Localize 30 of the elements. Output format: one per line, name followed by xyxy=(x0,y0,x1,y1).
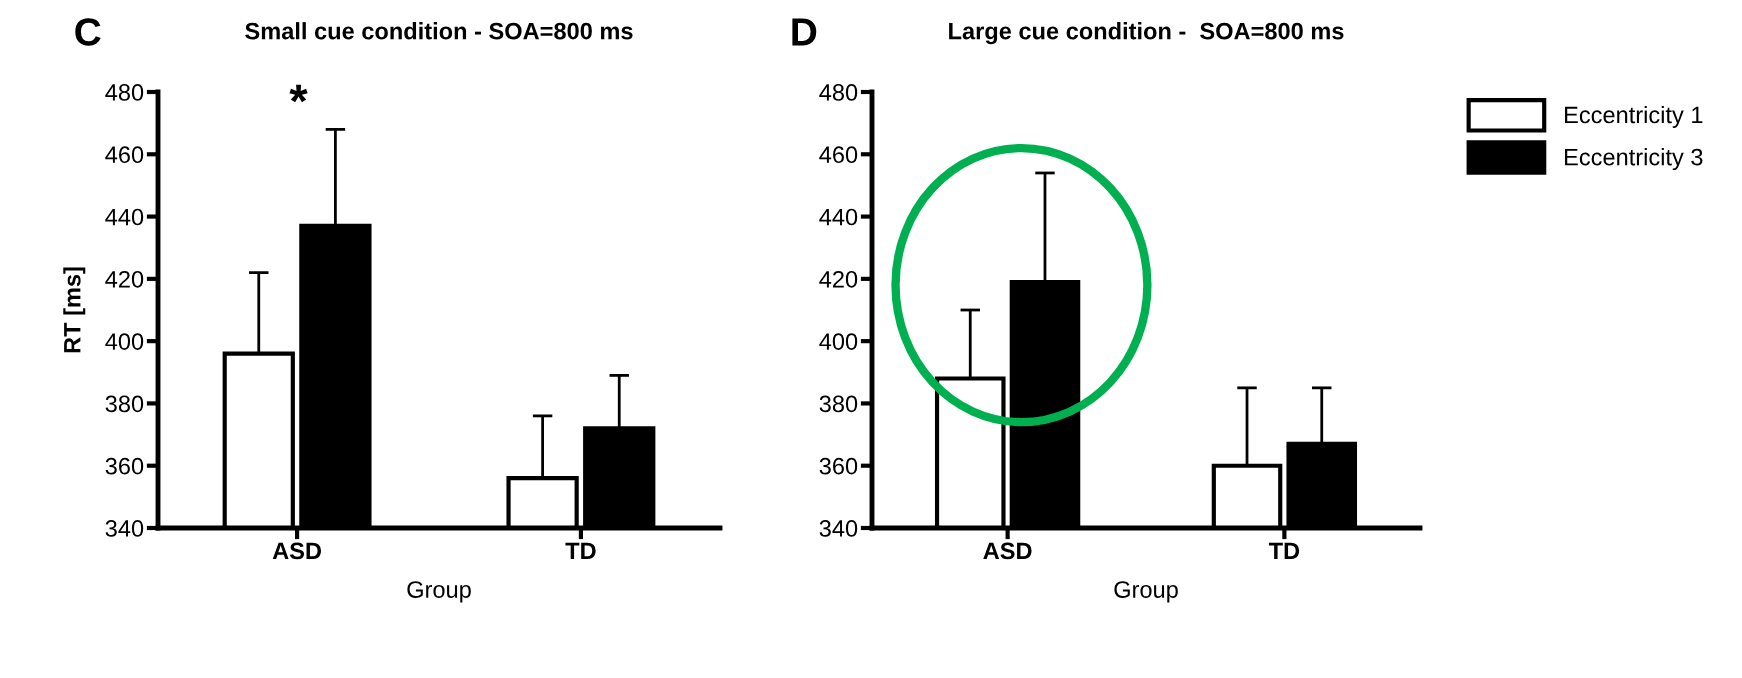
y-tick-label: 420 xyxy=(105,270,144,288)
x-axis-title: Group xyxy=(407,581,471,603)
y-tick-label: 380 xyxy=(105,395,144,413)
y-tick-label: 440 xyxy=(819,208,858,226)
y-tick-label: 480 xyxy=(819,84,858,101)
text: C xyxy=(75,18,101,46)
legend-label: Eccentricity 1 xyxy=(1565,105,1703,128)
y-tick-label: 360 xyxy=(105,457,144,475)
y-tick-label: 440 xyxy=(105,208,144,226)
y-tick-label: 380 xyxy=(819,395,858,413)
y-tick-label: 360 xyxy=(819,457,858,475)
y-tick-label: 420 xyxy=(819,270,858,288)
x-tick-label: TD xyxy=(1268,542,1300,559)
y-tick-label: 480 xyxy=(105,84,144,101)
y-tick-label: 460 xyxy=(105,146,144,164)
x-tick-label: TD xyxy=(565,542,596,559)
y-tick-label: 340 xyxy=(105,520,144,537)
y-tick-label: 340 xyxy=(819,520,858,537)
chart-title: Large cue condition - SOA=800 ms xyxy=(949,22,1344,45)
text: D xyxy=(792,18,817,46)
x-tick-label: ASD xyxy=(272,542,322,560)
y-tick-label: 460 xyxy=(819,146,858,164)
y-axis-title: RT [ms] xyxy=(63,267,86,353)
annotation: * xyxy=(289,84,308,103)
y-tick-label: 400 xyxy=(819,333,858,350)
legend-label: Eccentricity 3 xyxy=(1565,148,1703,171)
x-axis-title: Group xyxy=(1114,581,1178,603)
x-tick-label: ASD xyxy=(983,542,1032,560)
chart-title: Small cue condition - SOA=800 ms xyxy=(245,22,633,40)
y-tick-label: 400 xyxy=(105,333,144,350)
